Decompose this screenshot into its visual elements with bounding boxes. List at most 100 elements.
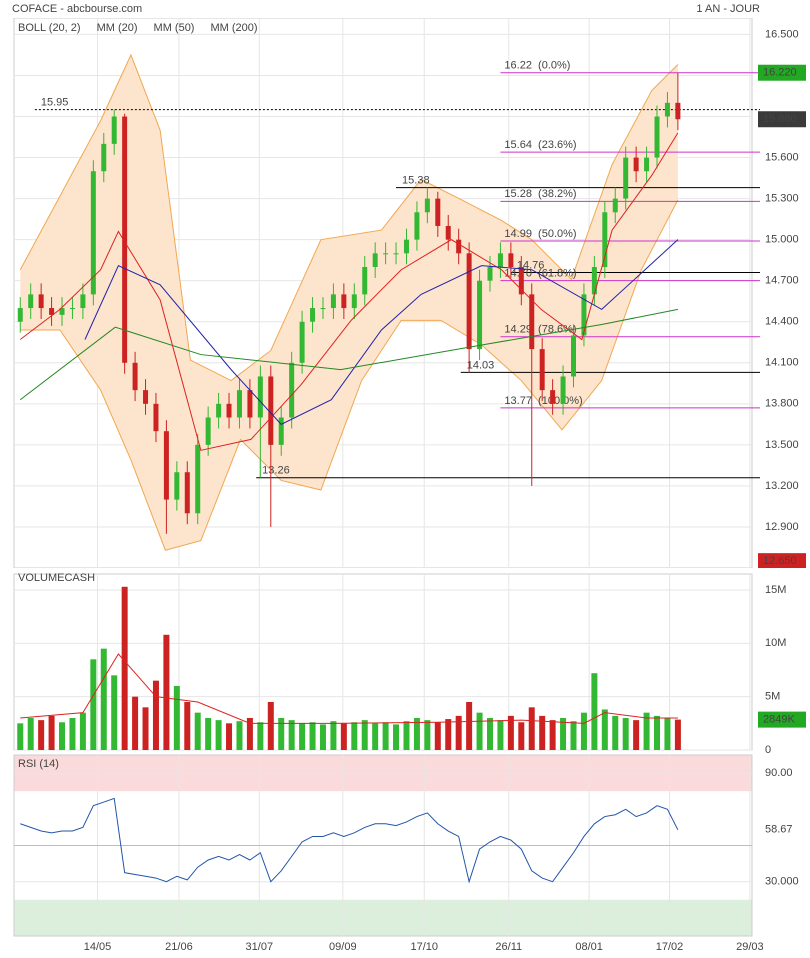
candle-body — [487, 267, 493, 281]
volume-bar — [194, 712, 201, 750]
volume-bar — [38, 720, 45, 750]
candle-body — [205, 417, 211, 445]
volume-bar — [226, 723, 233, 750]
volume-bar — [434, 722, 441, 750]
volume-bar — [288, 720, 295, 750]
y-tick-label: 13.800 — [765, 398, 799, 410]
candle-body — [153, 403, 159, 432]
volume-bar — [560, 718, 567, 750]
candle-body — [38, 294, 44, 309]
volume-bar — [17, 723, 24, 750]
volume-bar — [278, 718, 285, 750]
candle-body — [257, 376, 263, 418]
candle-body — [247, 390, 253, 418]
volume-bar — [59, 722, 66, 750]
candle-body — [560, 376, 566, 404]
fib-label: 15.64 (23.6%) — [504, 139, 576, 151]
volume-bar — [361, 720, 368, 750]
panel-title: RSI (14) — [18, 758, 59, 770]
price-tag — [758, 64, 806, 81]
volume-bar — [455, 715, 462, 750]
volume-bar — [90, 659, 97, 750]
volume-bar — [69, 718, 76, 750]
boll-fill — [20, 54, 678, 551]
y-tick-label: 0 — [765, 744, 771, 756]
volume-bar — [100, 648, 107, 750]
volume-bar — [570, 721, 577, 750]
volume-bar — [111, 675, 118, 750]
volume-bar — [664, 718, 671, 750]
level-label: 14.03 — [467, 359, 495, 371]
candle-body — [591, 267, 597, 295]
price-tag-label: 12.650 — [763, 555, 797, 567]
volume-bar — [539, 715, 546, 750]
rsi-tag-label: 58.67 — [765, 824, 793, 836]
price-tag — [758, 111, 806, 128]
volume-bar — [340, 723, 347, 750]
volume-bar — [246, 718, 253, 750]
y-tick-label: 14.700 — [765, 275, 799, 287]
candle-body — [49, 308, 55, 315]
volume-bar — [591, 673, 598, 750]
y-tick-label: 30.000 — [765, 876, 799, 888]
volume-bar — [528, 707, 535, 750]
y-tick-label: 15.600 — [765, 151, 799, 163]
volume-bar — [507, 715, 514, 750]
chart-title: COFACE - abcbourse.com — [12, 3, 142, 15]
panel-title: VOLUMECASH — [18, 572, 95, 584]
volume-tag — [758, 711, 806, 728]
y-tick-label: 16.500 — [765, 28, 799, 40]
legend-entry: MM (50) — [154, 22, 195, 34]
candle-body — [163, 431, 169, 500]
y-tick-label: 13.500 — [765, 439, 799, 451]
volume-bar — [580, 712, 587, 750]
price-tag-label: 15.880 — [763, 113, 797, 125]
candle-body — [633, 157, 639, 172]
fib-label: 13.77 (100.0%) — [504, 395, 582, 407]
y-tick-label: 10M — [765, 637, 786, 649]
candle-body — [654, 116, 660, 158]
candle-body — [28, 294, 34, 309]
legend-entry: BOLL (20, 2) — [18, 22, 81, 34]
candle-body — [477, 280, 483, 350]
volume-bar — [372, 723, 379, 750]
y-tick-label: 14.400 — [765, 316, 799, 328]
candle-body — [90, 171, 96, 295]
candle-body — [351, 294, 357, 309]
volume-bar — [121, 586, 128, 750]
volume-bar — [497, 720, 504, 750]
volume-bar — [215, 720, 222, 750]
x-tick-label: 21/06 — [165, 941, 193, 953]
volume-bar — [79, 712, 86, 750]
volume-bar — [299, 723, 306, 750]
volume-bar — [633, 720, 640, 750]
fib-label: 14.29 (78.6%) — [504, 324, 576, 336]
volume-bar — [445, 719, 452, 750]
candle-body — [445, 225, 451, 240]
candle-body — [675, 102, 681, 120]
volume-bar — [163, 634, 170, 750]
volume-bar — [309, 722, 316, 750]
volume-bar — [152, 680, 159, 750]
volume-bar — [184, 702, 191, 750]
x-tick-label: 09/09 — [329, 941, 357, 953]
volume-bar — [205, 718, 212, 750]
candle-body — [174, 472, 180, 500]
volume-bar — [267, 702, 274, 750]
price-tag-label: 16.220 — [763, 67, 797, 79]
rsi-tag — [758, 821, 806, 838]
rsi-band — [14, 899, 752, 936]
candle-body — [80, 294, 86, 309]
fib-label: 14.99 (50.0%) — [504, 228, 576, 240]
level-label: 13.26 — [262, 465, 290, 477]
candle-body — [236, 390, 242, 418]
ma-line — [19, 132, 679, 451]
y-tick-label: 13.200 — [765, 480, 799, 492]
candle-body — [571, 335, 577, 377]
fib-label: 15.28 (38.2%) — [504, 188, 576, 200]
candle-body — [268, 376, 274, 445]
x-tick-label: 08/01 — [575, 941, 603, 953]
volume-bar — [382, 722, 389, 750]
y-tick-label: 14.100 — [765, 357, 799, 369]
volume-bar — [236, 721, 243, 750]
